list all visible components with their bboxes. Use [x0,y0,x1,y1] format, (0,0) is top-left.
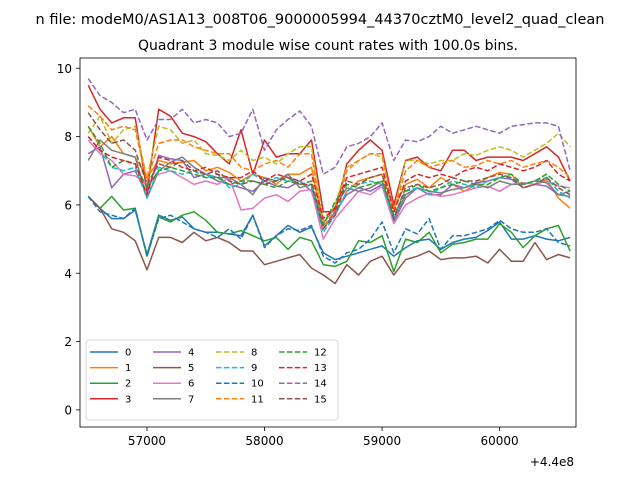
series-line-5 [87,195,571,285]
x-tick-label: 57000 [128,434,166,448]
series-line-11 [87,105,571,230]
legend-label: 13 [314,363,327,374]
legend-label: 8 [251,348,257,359]
y-tick-label: 4 [64,267,72,281]
y-tick-label: 8 [64,130,72,144]
series-line-13 [87,136,571,220]
x-offset-text: +4.4e8 [530,455,574,469]
series-line-9 [87,136,571,234]
legend-label: 11 [251,394,264,405]
y-tick-label: 10 [57,62,72,76]
series-line-4 [87,146,571,230]
y-tick-label: 0 [64,403,72,417]
x-tick-label: 58000 [245,434,283,448]
series-line-10 [87,195,571,264]
series-line-14 [87,78,571,175]
legend-label: 10 [251,379,264,390]
series-line-7 [87,139,571,225]
legend-label: 9 [251,363,257,374]
series-line-0 [87,195,571,261]
legend-label: 3 [125,394,131,405]
y-tick-label: 6 [64,198,72,212]
legend-label: 14 [314,379,327,390]
legend-label: 0 [125,348,131,359]
legend-label: 1 [125,363,131,374]
x-tick-label: 59000 [363,434,401,448]
series-line-2 [87,195,571,273]
legend-label: 4 [188,348,194,359]
legend-label: 12 [314,348,327,359]
series-line-15 [87,112,571,230]
legend-label: 7 [188,394,194,405]
series-layer [87,78,571,285]
legend-label: 15 [314,394,327,405]
suptitle: n file: modeM0/AS1A13_008T06_9000005994_… [36,12,605,28]
plot-frame [79,57,577,428]
legend-label: 6 [188,379,194,390]
legend-box [85,339,339,421]
x-tick-label: 60000 [481,434,519,448]
legend-label: 5 [188,363,194,374]
legend-label: 2 [125,379,131,390]
y-tick-label: 2 [64,335,72,349]
chart-title: Quadrant 3 module wise count rates with … [138,38,518,54]
